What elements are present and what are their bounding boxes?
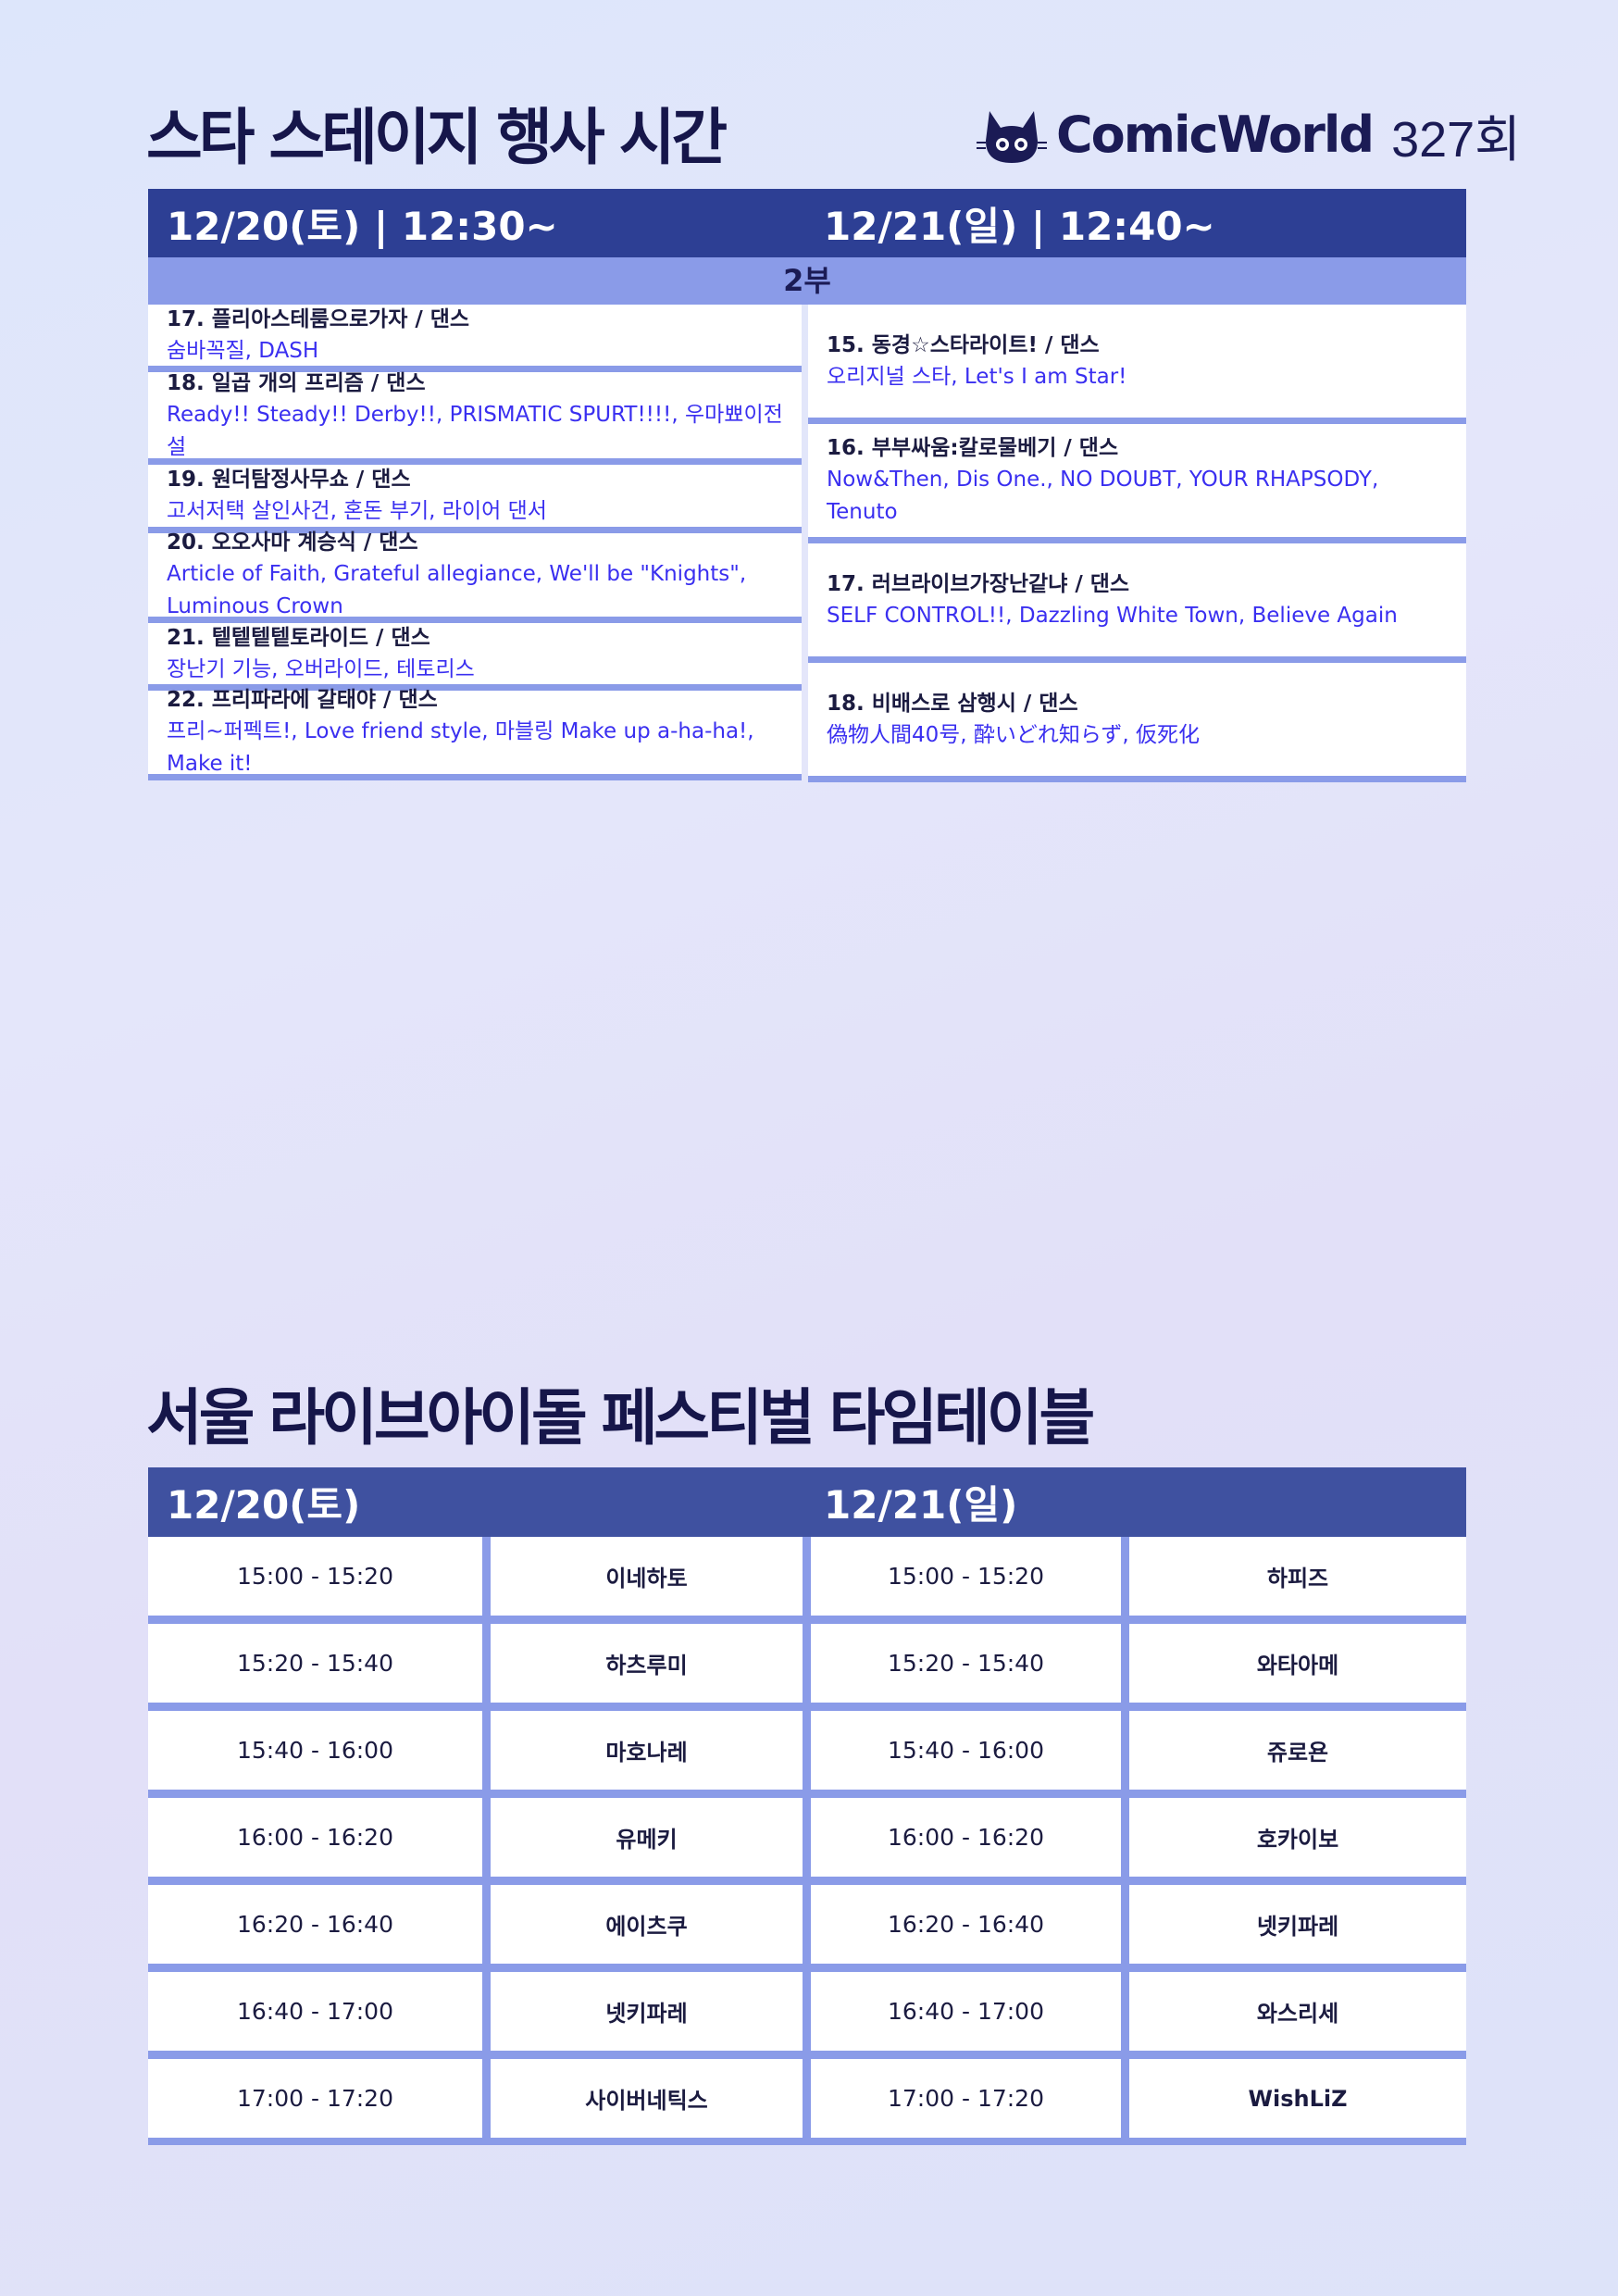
time-slot: 17:00 - 17:20 bbox=[811, 2059, 1121, 2138]
performance-title: 22. 프리파라에 갈태야 / 댄스 bbox=[167, 688, 438, 712]
performer-name: 하츠루미 bbox=[491, 1624, 803, 1703]
performer-name: 에이츠쿠 bbox=[491, 1885, 803, 1964]
performer-name: 와스리세 bbox=[1129, 1972, 1466, 2051]
performance-title: 17. 러브라이브가장난같냐 / 댄스 bbox=[827, 571, 1130, 596]
time-slot: 16:00 - 16:20 bbox=[148, 1798, 482, 1877]
performance-item: 16. 부부싸움:칼로물베기 / 댄스 Now&Then, Dis One., N… bbox=[808, 424, 1466, 537]
time-slot: 16:20 - 16:40 bbox=[811, 1885, 1121, 1964]
performance-title: 15. 동경☆스타라이트! / 댄스 bbox=[827, 332, 1100, 357]
day1-column: 17. 플리아스테룸으로가자 / 댄스 숨바꼭질, DASH 18. 일곱 개의 프… bbox=[148, 305, 802, 780]
performer-name: 쥬로욘 bbox=[1129, 1711, 1466, 1790]
stage-title: 스타 스테이지 행사 시간 bbox=[146, 102, 728, 173]
song-list: 프리~퍼펙트!, Love friend style, 마블링 Make up … bbox=[167, 719, 754, 776]
time-slot: 15:20 - 15:40 bbox=[811, 1624, 1121, 1703]
song-list: Now&Then, Dis One., NO DOUBT, YOUR RHAPS… bbox=[827, 468, 1379, 524]
performer-name: 이네하토 bbox=[491, 1537, 803, 1616]
performance-title: 18. 비배스로 삼행시 / 댄스 bbox=[827, 691, 1078, 716]
time-slot: 15:00 - 15:20 bbox=[148, 1537, 482, 1616]
performer-name: 하피즈 bbox=[1129, 1537, 1466, 1616]
time-slot: 16:40 - 17:00 bbox=[148, 1972, 482, 2051]
festival-header: 12/20(토) 12/21(일) bbox=[148, 1467, 1466, 1537]
performance-item: 18. 비배스로 삼행시 / 댄스 偽物人間40号, 酔いどれ知らず, 仮死化 bbox=[808, 663, 1466, 776]
song-list: Article of Faith, Grateful allegiance, W… bbox=[167, 562, 747, 618]
time-slot: 16:40 - 17:00 bbox=[811, 1972, 1121, 2051]
performer-name: 호카이보 bbox=[1129, 1798, 1466, 1877]
performance-title: 20. 오오사마 계승식 / 댄스 bbox=[167, 530, 418, 555]
time-slot: 17:00 - 17:20 bbox=[148, 2059, 482, 2138]
performer-name: 넷키파레 bbox=[1129, 1885, 1466, 1964]
time-slot: 15:00 - 15:20 bbox=[811, 1537, 1121, 1616]
performance-item: 17. 러브라이브가장난같냐 / 댄스 SELF CONTROL!!, Dazzl… bbox=[808, 543, 1466, 656]
performance-item: 20. 오오사마 계승식 / 댄스 Article of Faith, Grate… bbox=[148, 530, 802, 618]
performance-title: 18. 일곱 개의 프리즘 / 댄스 bbox=[167, 370, 426, 395]
time-slot: 16:20 - 16:40 bbox=[148, 1885, 482, 1964]
day2-header: 12/21(일) | 12:40~ bbox=[824, 203, 1215, 249]
performance-title: 16. 부부싸움:칼로물베기 / 댄스 bbox=[827, 436, 1119, 460]
edition-label: 327회 bbox=[1391, 111, 1521, 168]
performance-title: 17. 플리아스테룸으로가자 / 댄스 bbox=[167, 306, 470, 331]
performer-name: 와타아메 bbox=[1129, 1624, 1466, 1703]
performer-name: 유메키 bbox=[491, 1798, 803, 1877]
song-list: Ready!! Steady!! Derby!!, PRISMATIC SPUR… bbox=[167, 402, 783, 459]
stage-header: 12/20(토) | 12:30~ 12/21(일) | 12:40~ bbox=[148, 189, 1466, 257]
time-slot: 15:40 - 16:00 bbox=[811, 1711, 1121, 1790]
performance-title: 19. 원더탐정사무쇼 / 댄스 bbox=[167, 468, 411, 492]
festival-title: 서울 라이브아이돌 페스티벌 타임테이블 bbox=[146, 1382, 1095, 1454]
logo-brand: ComicWorld bbox=[1056, 105, 1375, 164]
song-list: SELF CONTROL!!, Dazzling White Town, Bel… bbox=[827, 603, 1398, 628]
performer-name: 넷키파레 bbox=[491, 1972, 803, 2051]
song-list: 오리지널 스타, Let's I am Star! bbox=[827, 364, 1127, 389]
performance-title: 21. 텥텥텥텥토라이드 / 댄스 bbox=[167, 625, 430, 650]
time-slot: 15:20 - 15:40 bbox=[148, 1624, 482, 1703]
song-list: 고서저택 살인사건, 혼돈 부기, 라이어 댄서 bbox=[167, 499, 547, 523]
time-slot: 16:00 - 16:20 bbox=[811, 1798, 1121, 1877]
comic-world-logo: ComicWorld 327회 bbox=[977, 93, 1521, 176]
part-label: 2부 bbox=[148, 257, 1466, 305]
cat-icon bbox=[977, 111, 1047, 163]
day1-header: 12/20(토) | 12:30~ bbox=[167, 203, 558, 249]
time-slot: 15:40 - 16:00 bbox=[148, 1711, 482, 1790]
timetable-grid: 15:00 - 15:20 이네하토 15:00 - 15:20 하피즈 15:20 -… bbox=[148, 1537, 1466, 2145]
performer-name: 마호나레 bbox=[491, 1711, 803, 1790]
day2-header: 12/21(일) bbox=[824, 1482, 1018, 1528]
day1-header: 12/20(토) bbox=[167, 1482, 361, 1528]
performer-name: WishLiZ bbox=[1129, 2059, 1466, 2138]
song-list: 장난기 기능, 오버라이드, 테토리스 bbox=[167, 656, 475, 681]
song-list: 숨바꼭질, DASH bbox=[167, 338, 319, 363]
performer-name: 사이버네틱스 bbox=[491, 2059, 803, 2138]
song-list: 偽物人間40号, 酔いどれ知らず, 仮死化 bbox=[827, 722, 1201, 747]
performance-item: 18. 일곱 개의 프리즘 / 댄스 Ready!! Steady!! Derby… bbox=[148, 371, 802, 459]
